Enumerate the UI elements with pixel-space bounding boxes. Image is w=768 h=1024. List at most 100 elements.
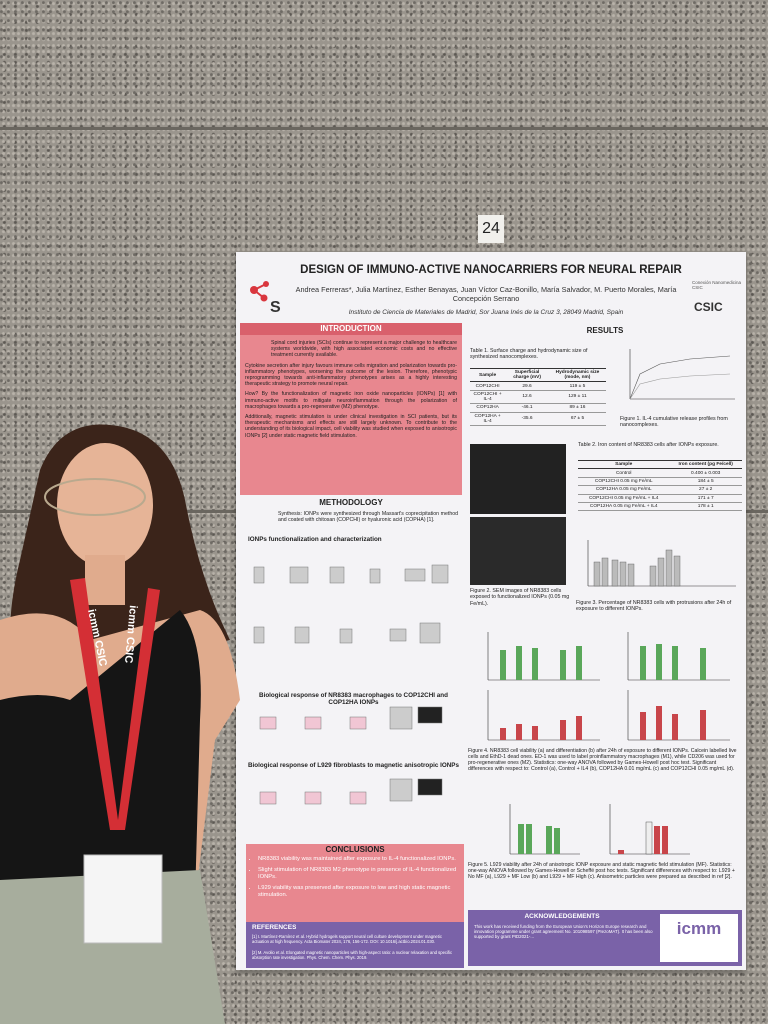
table-row: COP12CHI 29.6 119 ± 5 — [470, 381, 606, 391]
lanyard — [70, 578, 160, 830]
conclusions-panel: CONCLUSIONS NR8383 viability was maintai… — [246, 844, 464, 926]
table-header-cell: Sample — [470, 368, 506, 383]
table-1: Sample Superficial charge (mV) Hydrodynami… — [470, 368, 606, 426]
introduction-panel: INTRODUCTION Spinal cord injuries (SCIs)… — [240, 323, 462, 495]
paragraph: Spinal cord injuries (SCIs) continue to … — [271, 340, 457, 359]
table-cell: COP12HA 0.05 mg Fe/mL + IL4 — [578, 502, 670, 512]
subheading: IONPs functionalization and characteriza… — [248, 536, 382, 543]
table-cell: 89 ± 16 — [548, 403, 606, 413]
logo-text: CSIC — [694, 300, 723, 314]
table-cell: COP12CHI — [470, 381, 506, 391]
table-row: Sample Superficial charge (mV) Hydrodynami… — [470, 368, 606, 383]
conclusion-item: Slight stimulation of NR8383 M2 phenotyp… — [258, 867, 460, 881]
table-header-cell: Superficial charge (mV) — [505, 368, 549, 383]
table-row: COP12CHI 0.05 mg Fe/mL 184 ± 5 — [578, 477, 742, 487]
methodology-icons — [253, 564, 449, 805]
table-cell: 129 ± 11 — [548, 390, 606, 405]
table-caption: Table 2. Iron content of NR8383 cells af… — [578, 442, 719, 448]
sem-image — [470, 444, 566, 514]
figure-caption: Figure 3. Percentage of NR8383 cells wit… — [576, 600, 732, 613]
neck — [85, 555, 125, 605]
figure-3-plot — [587, 540, 736, 587]
trousers — [0, 870, 225, 1024]
table-row: COP12HA + IL-4 -35.6 67 ± 5 — [470, 412, 606, 426]
subheading: Biological response of L929 fibroblasts … — [248, 762, 459, 769]
table-cell: 27 ± 2 — [669, 485, 742, 495]
table-cell: COP12HA 0.05 mg Fe/mL — [578, 485, 670, 495]
conclusion-item: NR8383 viability was maintained after ex… — [258, 856, 460, 863]
acknowledgements-panel: ACKNOWLEDGEMENTS This work has received … — [468, 910, 742, 966]
reference: [1] I. Martínez-Ramírez et al. Hybrid hy… — [252, 934, 442, 944]
section-heading: CONCLUSIONS — [246, 844, 464, 856]
section-heading: REFERENCES — [252, 924, 297, 931]
icmm-molecule-logo: S — [250, 281, 281, 316]
affiliation: Instituto de Ciencia de Materiales de Ma… — [348, 309, 624, 316]
table-caption: Table 1. Surface charge and hydrodynamic… — [470, 348, 588, 361]
sem-image — [470, 517, 566, 585]
paragraph: Additionally, magnetic stimulation is un… — [245, 414, 457, 439]
logo-text: Conexión Nanomedicina CSIC — [692, 280, 742, 290]
table-header-cell: Hydrodynamic size (mode, nm) — [548, 368, 606, 383]
table-row: COP12HA 0.05 mg Fe/mL + IL4 178 ± 1 — [578, 502, 742, 512]
synthesis-text: Synthesis: IONPs were synthesized throug… — [278, 511, 458, 524]
intro-text: Spinal cord injuries (SCIs) continue to … — [245, 340, 457, 439]
figure-caption: Figure 5. L929 viability after 24h of an… — [468, 862, 735, 881]
table-row: COP12HA -46.1 89 ± 16 — [470, 403, 606, 413]
authors: Andrea Ferreras*, Julia Martínez, Esther… — [295, 285, 677, 303]
section-heading: ACKNOWLEDGEMENTS — [524, 913, 600, 920]
section-heading: INTRODUCTION — [240, 323, 462, 335]
icmm-logo: icmm — [660, 914, 738, 962]
table: Sample Iron content (pg Fe/cell) Control 0.… — [578, 460, 742, 512]
figure-caption: Figure 4. NR8383 cell viability (a) and … — [468, 748, 737, 773]
subheading: Biological response of NR8383 macrophage… — [259, 692, 448, 706]
table-cell: 178 ± 1 — [669, 502, 742, 512]
table-cell: 184 ± 5 — [669, 477, 742, 487]
references-panel: REFERENCES [1] I. Martínez-Ramírez et al… — [246, 922, 464, 968]
figure-caption: Figure 1. IL-4 cumulative release profil… — [620, 416, 728, 429]
figure-caption: Figure 2. SEM images of NR8383 cells exp… — [470, 588, 570, 607]
paragraph: Cytokine secretion after injury favours … — [245, 362, 457, 388]
table-cell: COP12HA — [470, 403, 506, 413]
figure-1-plot — [629, 349, 735, 400]
table-cell: Control — [578, 468, 670, 478]
svg-text:S: S — [270, 299, 281, 316]
section-heading: RESULTS — [586, 326, 624, 335]
table-cell: 119 ± 5 — [548, 381, 606, 391]
acknowledgement-text: This work has received funding from the … — [474, 924, 653, 940]
conclusion-list: NR8383 viability was maintained after ex… — [246, 856, 460, 899]
table-cell: -35.6 — [505, 412, 549, 426]
stand-number: 24 — [478, 215, 504, 243]
wall-seam — [0, 127, 768, 130]
poster-title: DESIGN OF IMMUNO-ACTIVE NANOCARRIERS FOR… — [300, 264, 682, 276]
table-header-cell: Sample — [578, 460, 670, 470]
table-cell: COP12CHI 0.05 mg Fe/mL + IL4 — [578, 494, 670, 503]
table-cell: 67 ± 5 — [548, 412, 606, 426]
table-cell: COP12HA + IL-4 — [470, 412, 506, 426]
reference: [2] M. Avolio et al. Elongated magnetic … — [252, 950, 453, 960]
conclusion-item: L929 viability was preserved after expos… — [258, 885, 460, 899]
table: Sample Superficial charge (mV) Hydrodynami… — [470, 368, 606, 426]
table-row: Sample Iron content (pg Fe/cell) — [578, 460, 742, 470]
table-2: Sample Iron content (pg Fe/cell) Control 0.… — [578, 460, 742, 512]
lanyard-text: icmm CSIC — [122, 605, 139, 664]
table-row: COP12CHI + IL-4 12.6 129 ± 11 — [470, 390, 606, 405]
table-cell: COP12CHI 0.05 mg Fe/mL — [578, 477, 670, 487]
table-cell: COP12CHI + IL-4 — [470, 390, 506, 405]
table-row: Control 0.400 ± 0.003 — [578, 468, 742, 478]
glasses — [44, 478, 146, 516]
table-row: COP12HA 0.05 mg Fe/mL 27 ± 2 — [578, 485, 742, 495]
table-cell: 171 ± 7 — [669, 494, 742, 503]
table-header-cell: Iron content (pg Fe/cell) — [669, 460, 742, 470]
poster: DESIGN OF IMMUNO-ACTIVE NANOCARRIERS FOR… — [236, 252, 746, 970]
paragraph: How? By the functionalization of magneti… — [245, 391, 457, 410]
section-heading: METHODOLOGY — [319, 498, 383, 507]
table-cell: -46.1 — [505, 403, 549, 413]
figure-5-plots — [509, 804, 690, 855]
table-cell: 29.6 — [505, 381, 549, 391]
face — [57, 443, 153, 567]
table-row: COP12CHI 0.05 mg Fe/mL + IL4 171 ± 7 — [578, 494, 742, 503]
figure-4-plots — [487, 632, 730, 741]
